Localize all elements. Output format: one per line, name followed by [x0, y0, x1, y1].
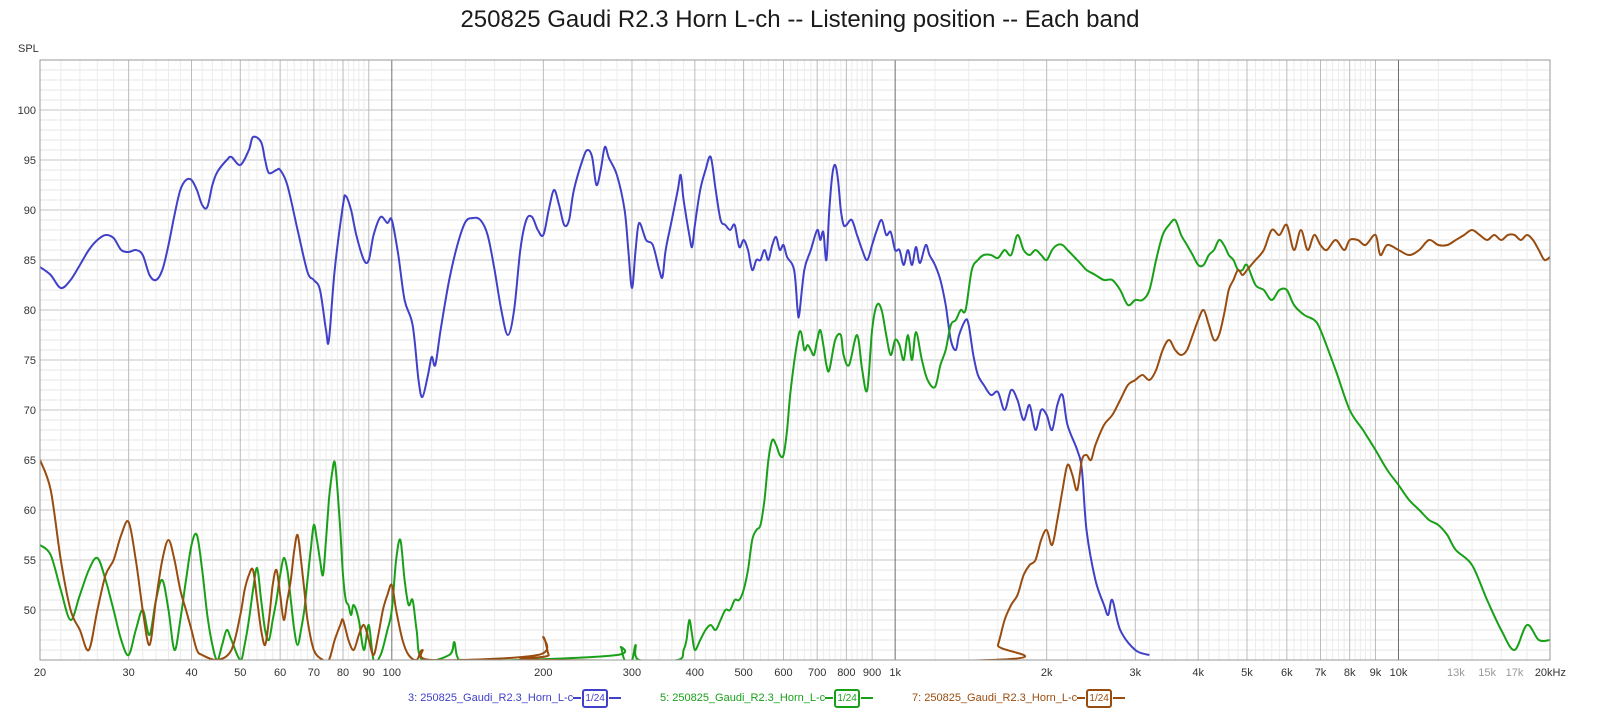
series-line-5: [40, 218, 1550, 660]
x-tick-label: 5k: [1241, 667, 1253, 679]
legend-item-series-5[interactable]: 5: 250825_Gaudi_R2.3_Horn_L-c 1/24: [660, 688, 874, 708]
legend-label: 3: 250825_Gaudi_R2.3_Horn_L-c: [408, 692, 574, 704]
x-axis-tick-labels: 20 30 40 50 60 70 80 90 100 200 300 400 500 600 700 800…: [34, 667, 1566, 679]
x-tick-label: 50: [234, 667, 246, 679]
y-tick-label: 85: [24, 255, 36, 267]
legend-swatch-line: [825, 697, 834, 699]
x-tick-label: 30: [123, 667, 135, 679]
y-axis-label: SPL: [18, 43, 39, 55]
x-tick-label: 80: [337, 667, 349, 679]
legend-item-series-7[interactable]: 7: 250825_Gaudi_R2.3_Horn_L-c 1/24: [912, 688, 1126, 708]
x-tick-label: 40: [185, 667, 197, 679]
y-axis-tick-labels: 50 55 60 65 70 75 80 85 90 95 100: [18, 105, 36, 617]
series-line-3: [40, 135, 1150, 656]
plot-frame: [39, 59, 1551, 661]
chart-title: 250825 Gaudi R2.3 Horn L-ch -- Listening…: [460, 6, 1140, 33]
x-tick-label: 100: [383, 667, 401, 679]
x-tick-label: 200: [534, 667, 552, 679]
x-tick-label: 2k: [1041, 667, 1053, 679]
x-tick-label: 400: [686, 667, 704, 679]
series-line-7: [40, 223, 1550, 660]
y-tick-label: 80: [24, 305, 36, 317]
legend-swatch-line: [609, 697, 622, 699]
legend-swatch-line: [1077, 697, 1086, 699]
y-tick-label: 90: [24, 205, 36, 217]
x-tick-label: 7k: [1315, 667, 1327, 679]
legend-swatch-line: [861, 697, 874, 699]
y-tick-label: 75: [24, 355, 36, 367]
x-tick-label: 700: [808, 667, 826, 679]
x-tick-label: 500: [734, 667, 752, 679]
legend-label: 7: 250825_Gaudi_R2.3_Horn_L-c: [912, 692, 1078, 704]
x-tick-label: 70: [308, 667, 320, 679]
x-tick-label: 8k: [1344, 667, 1356, 679]
y-tick-label: 60: [24, 505, 36, 517]
x-tick-label: 17k: [1506, 667, 1524, 679]
smoothing-badge[interactable]: 1/24: [834, 688, 861, 708]
legend-swatch-line: [1113, 697, 1126, 699]
smoothing-badge[interactable]: 1/24: [582, 688, 609, 708]
x-tick-label: 10k: [1390, 667, 1408, 679]
x-tick-label: 13k: [1447, 667, 1465, 679]
series-lines: [40, 135, 1550, 660]
x-tick-label: 60: [274, 667, 286, 679]
x-tick-label: 800: [837, 667, 855, 679]
legend-swatch-line: [573, 697, 582, 699]
y-tick-label: 65: [24, 455, 36, 467]
smoothing-badge[interactable]: 1/24: [1086, 688, 1113, 708]
x-tick-label: 3k: [1129, 667, 1141, 679]
x-tick-label: 15k: [1478, 667, 1496, 679]
y-tick-label: 100: [18, 105, 36, 117]
x-tick-label: 90: [363, 667, 375, 679]
legend-label: 5: 250825_Gaudi_R2.3_Horn_L-c: [660, 692, 826, 704]
legend-item-series-3[interactable]: 3: 250825_Gaudi_R2.3_Horn_L-c 1/24: [408, 688, 622, 708]
x-tick-label: 9k: [1370, 667, 1382, 679]
y-tick-label: 50: [24, 605, 36, 617]
x-tick-label: 1k: [889, 667, 901, 679]
y-tick-label: 55: [24, 555, 36, 567]
x-tick-label: 6k: [1281, 667, 1293, 679]
x-tick-label: 600: [774, 667, 792, 679]
x-tick-label: 4k: [1192, 667, 1204, 679]
y-tick-label: 70: [24, 405, 36, 417]
x-tick-label: 20: [34, 667, 46, 679]
x-tick-label: 900: [863, 667, 881, 679]
x-tick-label: 300: [623, 667, 641, 679]
y-tick-label: 95: [24, 155, 36, 167]
x-tick-label: 20kHz: [1535, 667, 1566, 679]
